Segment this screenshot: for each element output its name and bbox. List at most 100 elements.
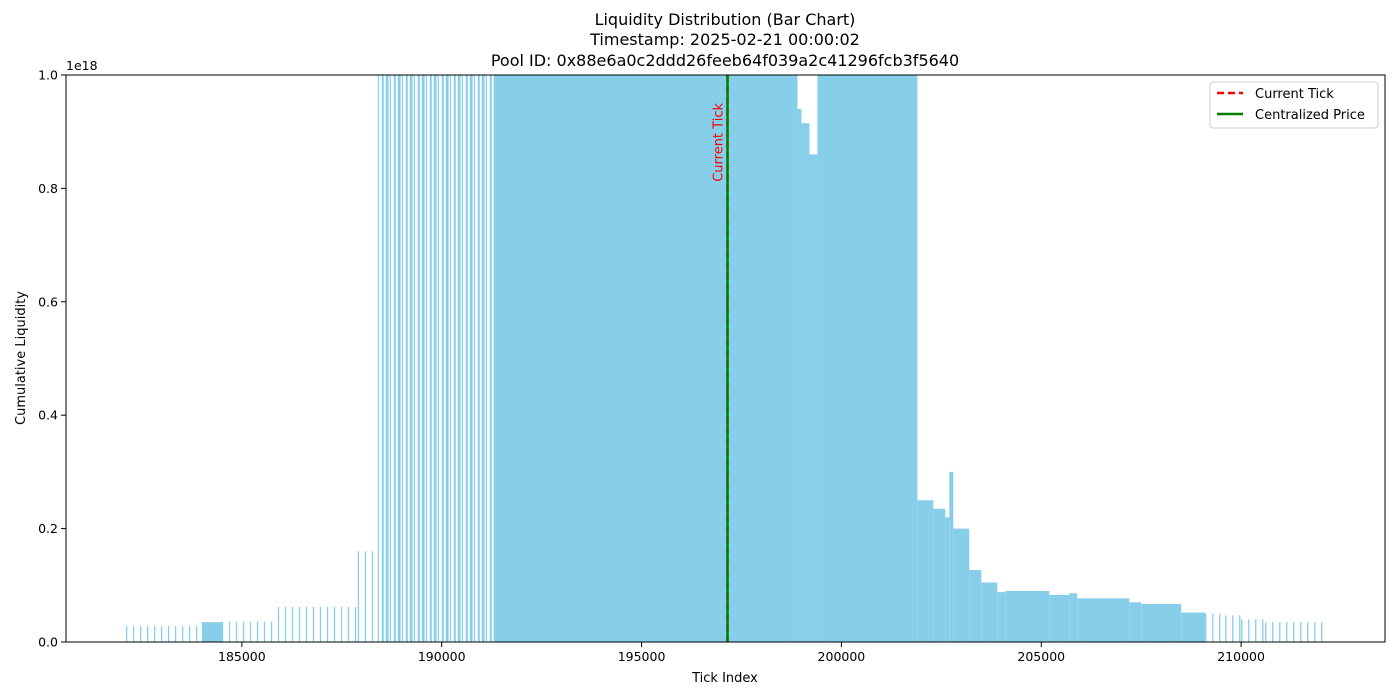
bar-segment-3-2 — [291, 606, 294, 642]
bar-segment-10 — [817, 75, 918, 642]
bar-segment-13 — [945, 517, 950, 642]
bar-segment-29-3 — [1286, 622, 1288, 642]
bar-segment-29-1 — [1272, 622, 1274, 642]
y-tick-label-0: 0.0 — [38, 635, 58, 650]
bar-segment-18 — [997, 592, 1006, 642]
bar-segment-23 — [1129, 602, 1142, 642]
y-offset-text: 1e18 — [66, 58, 98, 73]
bar-segment-2-5 — [256, 621, 259, 642]
bar-segment-26-2 — [1219, 613, 1221, 642]
bar-segment-3-3 — [298, 606, 301, 642]
chart-title-line-3: Pool ID: 0x88e6a0c2ddd26feeb64f039a2c412… — [491, 51, 959, 70]
legend-label-current-tick: Current Tick — [1255, 87, 1334, 102]
bar-segment-28-2 — [1255, 619, 1257, 642]
bar-segment-0-3 — [146, 626, 149, 642]
bar-segment-29-8 — [1321, 622, 1323, 642]
bar-segment-5-9 — [413, 75, 415, 642]
bar-segment-5-27 — [485, 75, 487, 642]
bar-segment-3-7 — [326, 606, 329, 642]
y-tick-label-5: 1.0 — [38, 68, 58, 83]
bar-segment-3-1 — [284, 606, 287, 642]
bar-segment-21 — [1069, 593, 1078, 642]
bar-segment-5-18 — [449, 75, 451, 642]
bar-segment-12 — [933, 508, 946, 642]
y-tick-label-3: 0.6 — [38, 294, 58, 309]
bar-segment-5-10 — [417, 75, 420, 642]
bar-segment-0-10 — [195, 626, 198, 642]
bar-segment-5-7 — [405, 75, 408, 642]
bar-segment-29-0 — [1265, 622, 1267, 642]
bar-segment-0-6 — [167, 626, 170, 642]
bar-segment-5-6 — [401, 75, 403, 642]
bar-segment-28-0 — [1241, 619, 1243, 642]
bar-segment-29-4 — [1293, 622, 1295, 642]
x-tick-label-3: 200000 — [818, 649, 866, 664]
bar-segment-0-5 — [160, 626, 163, 642]
legend: Current Tick Centralized Price — [1209, 81, 1379, 129]
x-tick-label-0: 185000 — [218, 649, 266, 664]
bar-segment-0-2 — [139, 626, 142, 642]
bar-segment-2-1 — [228, 621, 231, 642]
bar-segment-28-1 — [1248, 619, 1250, 642]
bar-segment-5-0 — [377, 75, 379, 642]
bar-segment-5-13 — [429, 75, 432, 642]
bar-segment-5-11 — [421, 75, 425, 642]
bar-segment-5-15 — [437, 75, 439, 642]
bar-segment-0-9 — [188, 626, 191, 642]
bar-segment-3-11 — [354, 606, 357, 642]
bar-segment-29-6 — [1307, 622, 1309, 642]
bar-segment-5-22 — [465, 75, 468, 642]
bar-segment-27-1 — [1232, 615, 1234, 642]
y-axis-label: Cumulative Liquidity — [14, 291, 29, 425]
bar-segment-3-6 — [319, 606, 322, 642]
bar-segment-5-14 — [433, 75, 437, 642]
bar-segment-0-4 — [153, 626, 156, 642]
bar-segment-5-24 — [473, 75, 475, 642]
x-axis-label: Tick Index — [691, 671, 758, 686]
bar-segment-29-5 — [1300, 622, 1302, 642]
current-tick-annotation: Current Tick — [711, 103, 726, 182]
bar-segment-3-5 — [312, 606, 315, 642]
bar-segment-3-0 — [277, 606, 280, 642]
bar-segment-5-19 — [453, 75, 456, 642]
bar-segment-5-17 — [445, 75, 449, 642]
y-axis-ticks: 0.0 0.2 0.4 0.6 0.8 1.0 — [38, 68, 66, 650]
bar-segment-0-8 — [181, 626, 184, 642]
bar-segment-0-0 — [125, 626, 128, 642]
bars-group — [125, 75, 1323, 642]
bar-segment-5-16 — [441, 75, 444, 642]
bar-segment-1 — [201, 622, 222, 642]
bar-segment-0-1 — [132, 626, 135, 642]
bar-segment-22 — [1077, 598, 1130, 642]
bar-segment-5-8 — [409, 75, 413, 642]
bar-segment-5-3 — [389, 75, 391, 642]
bar-segment-19 — [1005, 590, 1050, 642]
bar-segment-4-1 — [364, 551, 367, 642]
x-axis-ticks: 185000 190000 195000 200000 205000 210000 — [218, 642, 1265, 664]
bar-segment-2-3 — [242, 621, 245, 642]
bar-segment-7 — [797, 109, 802, 642]
bar-segment-5-2 — [385, 75, 389, 642]
bar-segment-29-7 — [1314, 622, 1316, 642]
bar-segment-6 — [493, 75, 798, 642]
legend-box — [1209, 81, 1379, 129]
bar-segment-11 — [917, 500, 934, 642]
bar-segment-2-6 — [263, 621, 266, 642]
x-tick-label-2: 195000 — [618, 649, 666, 664]
bar-segment-4-0 — [357, 551, 360, 642]
bar-segment-2-2 — [235, 621, 238, 642]
bar-segment-5-1 — [381, 75, 384, 642]
plot-frame — [65, 74, 1386, 643]
bar-segment-3-9 — [340, 606, 343, 642]
bar-segment-5-12 — [425, 75, 427, 642]
bar-segment-0-7 — [174, 626, 177, 642]
bar-segment-2-0 — [221, 621, 224, 642]
bar-segment-2-7 — [270, 621, 273, 642]
bar-segment-5-20 — [457, 75, 461, 642]
bar-segment-25 — [1181, 612, 1206, 642]
bar-segment-28-3 — [1262, 619, 1264, 642]
bar-segment-27-2 — [1239, 615, 1241, 642]
bar-segment-26-0 — [1205, 613, 1207, 642]
y-tick-label-1: 0.2 — [38, 521, 58, 536]
